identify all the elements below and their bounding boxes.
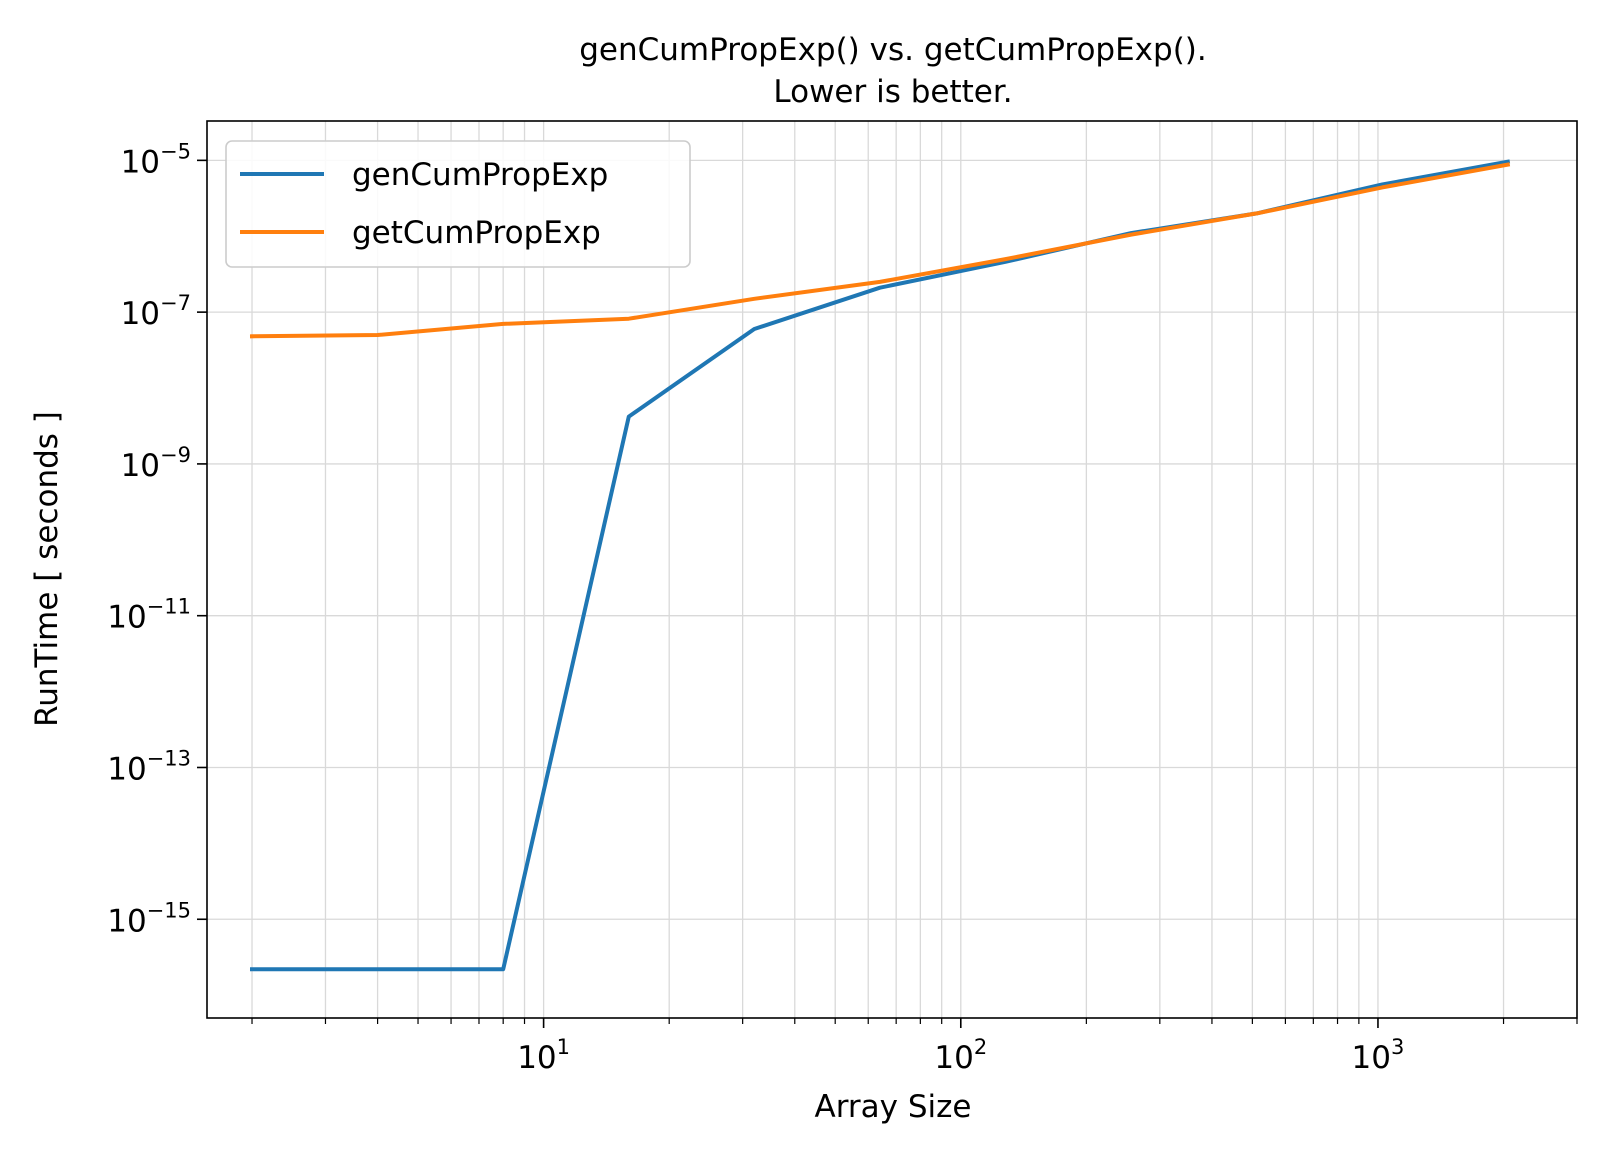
plot-area-frame	[206, 120, 1578, 1019]
data-point-getCumPropExp	[627, 317, 631, 321]
data-point-getCumPropExp	[1129, 233, 1133, 237]
series-line-getCumPropExp	[249, 162, 1511, 339]
x-tick-label: 101	[517, 1035, 570, 1076]
data-point-getCumPropExp	[1004, 257, 1008, 261]
data-point-genCumPropExp	[250, 967, 254, 971]
y-tick-label: 10−5	[121, 139, 191, 180]
data-point-getCumPropExp	[878, 280, 882, 284]
data-point-getCumPropExp	[752, 297, 756, 301]
x-tick-label: 102	[934, 1035, 987, 1076]
legend-box	[225, 140, 691, 268]
data-point-genCumPropExp	[501, 967, 505, 971]
data-point-getCumPropExp	[501, 322, 505, 326]
y-tick-label: 10−13	[107, 746, 191, 787]
x-tick-label: 103	[1352, 1035, 1405, 1076]
y-tick-label: 10−15	[107, 898, 191, 939]
chart-subtitle: Lower is better.	[773, 74, 1012, 110]
chart-title: genCumPropExp() vs. getCumPropExp().	[579, 32, 1207, 68]
data-point-genCumPropExp	[878, 286, 882, 290]
data-point-genCumPropExp	[752, 327, 756, 331]
data-point-getCumPropExp	[1255, 211, 1259, 215]
legend-label-gen: genCumPropExp	[352, 157, 608, 193]
legend-label-get: getCumPropExp	[352, 215, 601, 251]
y-tick-label: 10−11	[107, 595, 191, 636]
y-tick-label: 10−9	[121, 443, 191, 484]
y-tick-label: 10−7	[121, 291, 191, 332]
x-axis-label: Array Size	[815, 1089, 972, 1125]
data-point-getCumPropExp	[1380, 185, 1384, 189]
data-point-getCumPropExp	[250, 334, 254, 338]
grid	[207, 121, 1578, 1018]
legend: genCumPropExp getCumPropExp	[225, 140, 691, 268]
data-point-genCumPropExp	[376, 967, 380, 971]
data-point-getCumPropExp	[376, 333, 380, 337]
series-lines	[249, 159, 1511, 972]
y-axis-label: RunTime [ seconds ]	[29, 411, 65, 727]
axis-ticks: 101 102 103 10−15 10−13 10−11 10−9 10−7 10−5	[107, 139, 1578, 1076]
data-point-genCumPropExp	[627, 415, 631, 419]
data-point-getCumPropExp	[1506, 163, 1510, 167]
